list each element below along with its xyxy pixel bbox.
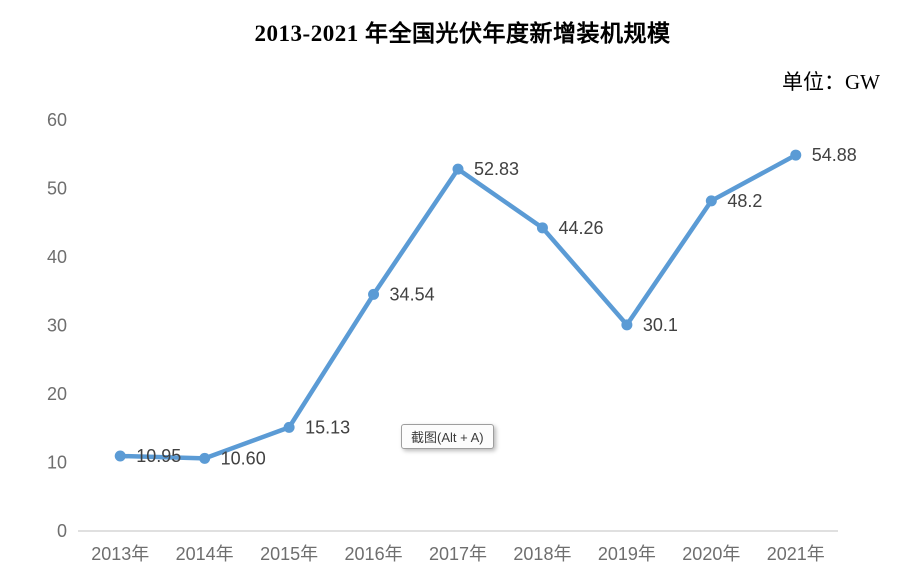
data-point-marker [790,149,802,161]
y-tick-label: 50 [47,179,67,199]
data-point-label: 52.83 [474,159,519,179]
data-point-marker [114,450,126,462]
x-tick-label: 2017年 [429,544,487,564]
x-tick-label: 2016年 [345,544,403,564]
chart-title: 2013-2021 年全国光伏年度新增装机规模 [254,21,671,46]
data-point-marker [368,288,380,300]
data-point-label: 54.88 [812,145,857,165]
data-point-label: 34.54 [390,284,435,304]
data-point-marker [621,319,633,331]
x-tick-label: 2013年 [91,544,149,564]
screenshot-tooltip: 截图(Alt + A) [401,424,494,449]
data-point-label: 48.2 [727,191,762,211]
y-tick-label: 30 [47,316,67,336]
y-tick-label: 60 [47,110,67,130]
x-tick-label: 2015年 [260,544,318,564]
y-tick-label: 40 [47,247,67,267]
unit-label: 单位：GW [782,70,880,94]
y-tick-label: 0 [57,521,67,541]
x-tick-label: 2014年 [176,544,234,564]
data-point-marker [283,421,295,433]
x-tick-label: 2019年 [598,544,656,564]
data-point-label: 44.26 [558,218,603,238]
data-point-label: 30.1 [643,315,678,335]
data-point-label: 10.60 [221,448,266,468]
data-point-marker [199,452,211,464]
x-tick-label: 2021年 [767,544,825,564]
data-point-marker [536,222,548,234]
data-point-label: 10.95 [136,446,181,466]
y-tick-label: 20 [47,384,67,404]
x-tick-label: 2020年 [682,544,740,564]
data-line [117,152,799,461]
data-point-label: 15.13 [305,417,350,437]
x-tick-label: 2018年 [513,544,571,564]
data-point-marker [452,163,464,175]
y-tick-label: 10 [47,453,67,473]
data-point-marker [705,195,717,207]
